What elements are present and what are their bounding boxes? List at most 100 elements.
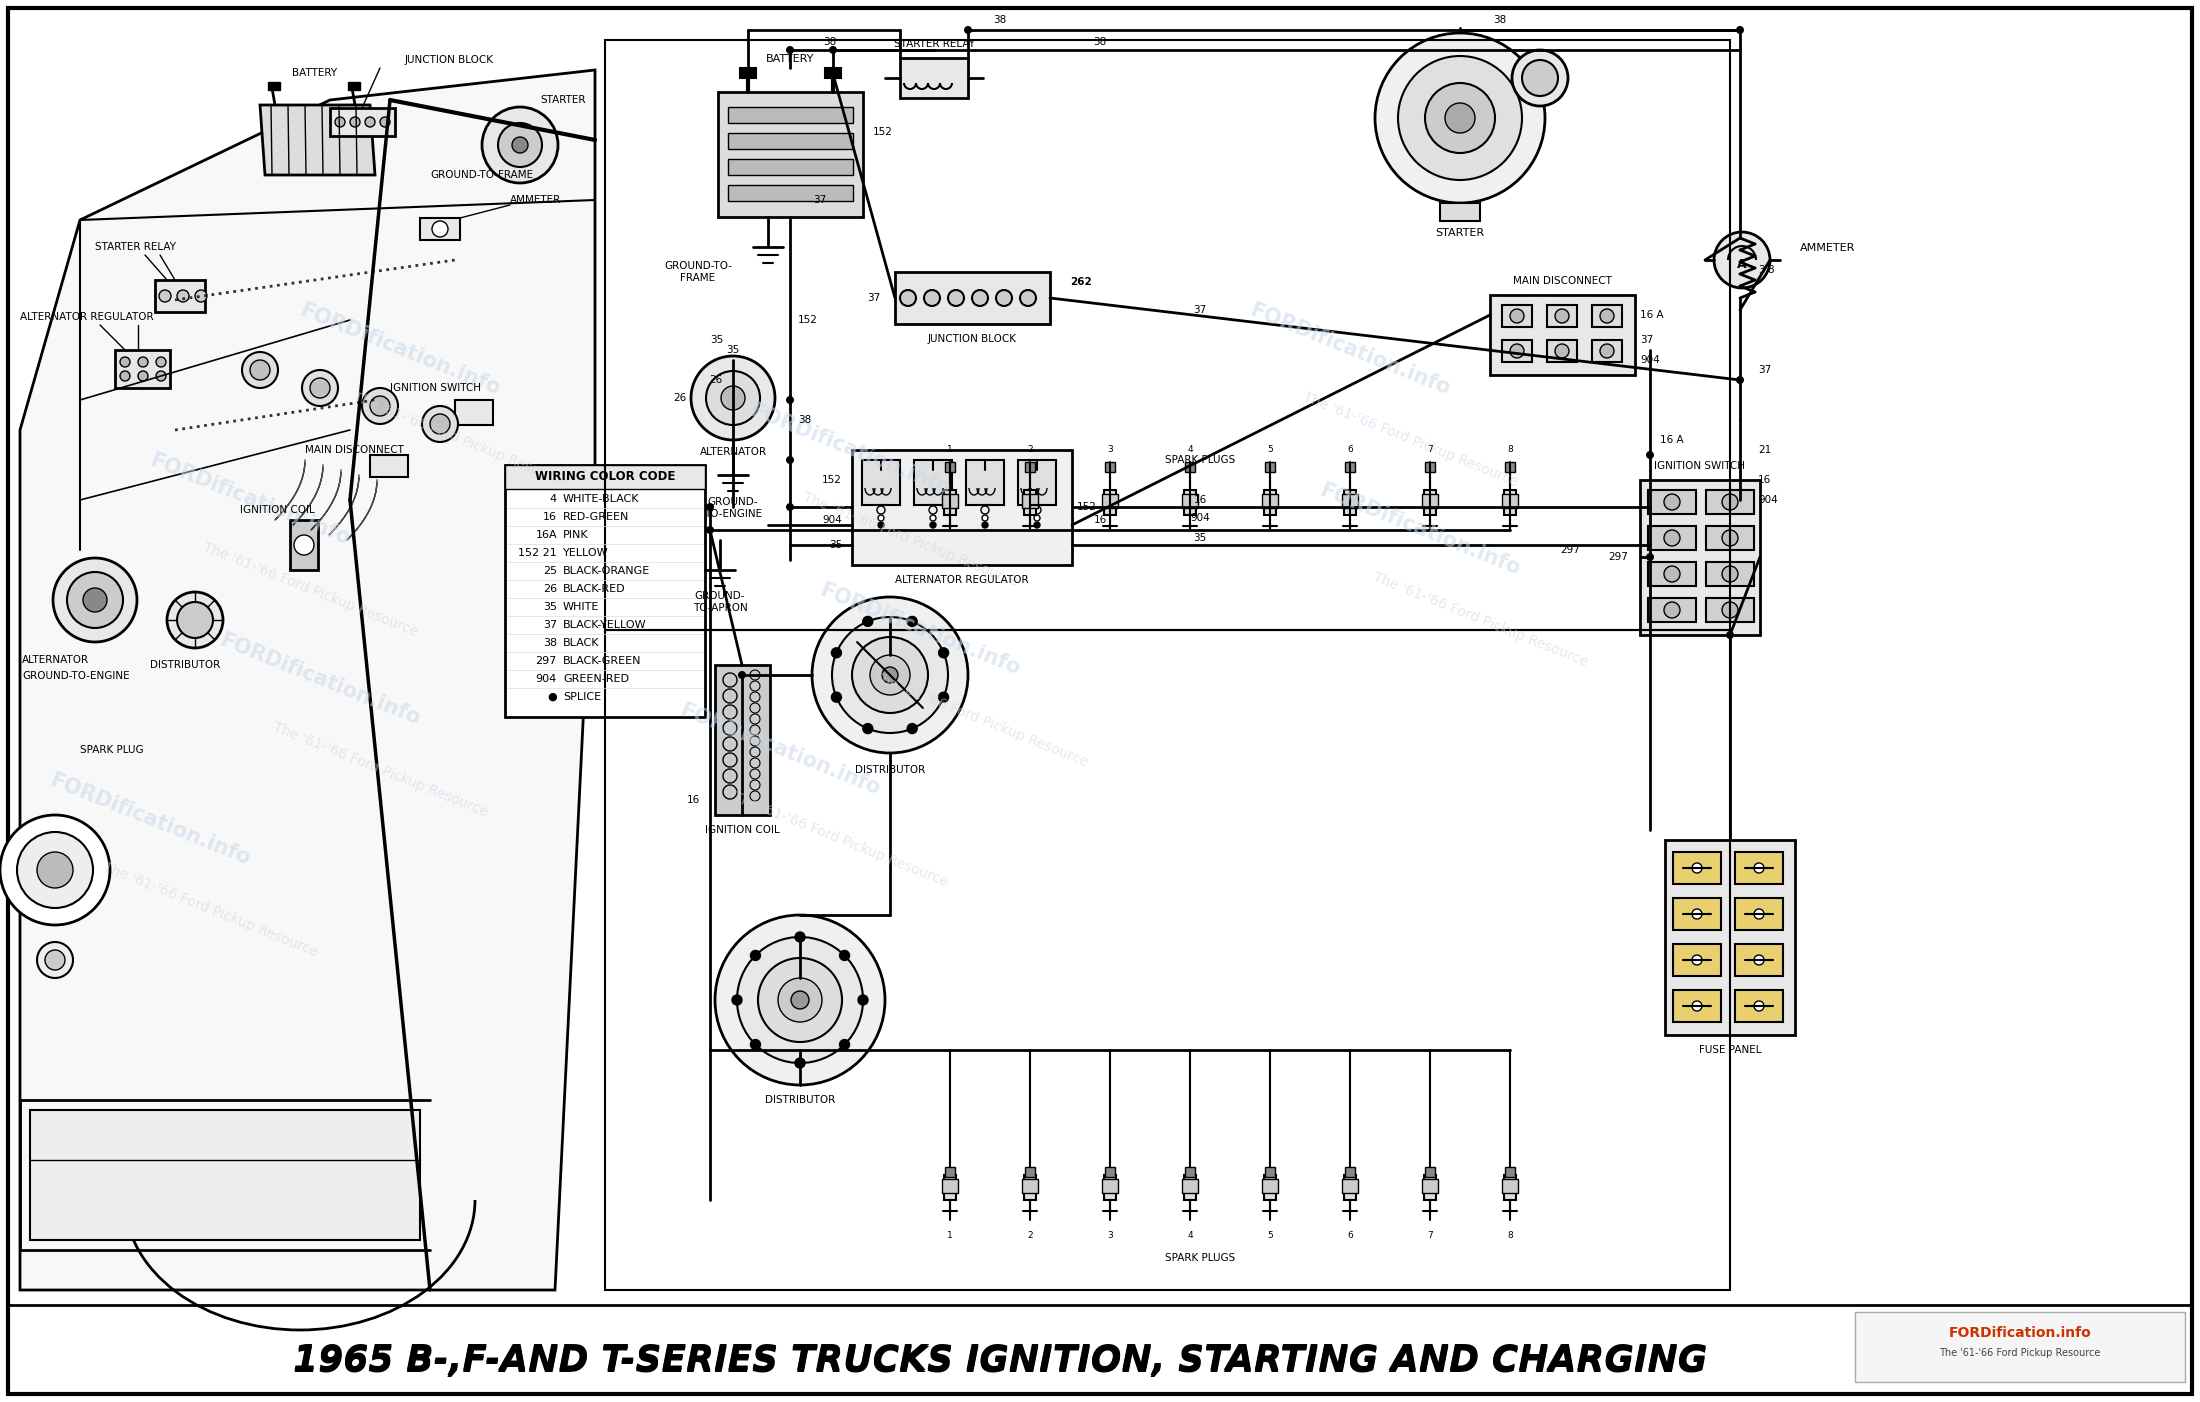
Text: 5: 5 bbox=[1267, 446, 1274, 454]
Text: 3: 3 bbox=[1107, 446, 1113, 454]
Text: 904: 904 bbox=[1758, 495, 1778, 505]
Bar bbox=[1648, 491, 1696, 515]
Text: FORDification.info: FORDification.info bbox=[218, 631, 422, 729]
Circle shape bbox=[948, 290, 964, 306]
Circle shape bbox=[1034, 515, 1041, 522]
Circle shape bbox=[497, 123, 541, 167]
Text: 297: 297 bbox=[535, 656, 557, 666]
Bar bbox=[420, 217, 460, 240]
Circle shape bbox=[1723, 494, 1738, 510]
Circle shape bbox=[1646, 552, 1654, 561]
Circle shape bbox=[1445, 102, 1474, 133]
Circle shape bbox=[964, 27, 972, 34]
Bar bbox=[1441, 203, 1481, 222]
Bar bbox=[825, 69, 840, 79]
Text: STARTER: STARTER bbox=[1434, 229, 1485, 238]
Circle shape bbox=[1736, 27, 1745, 34]
Circle shape bbox=[812, 597, 968, 753]
Bar bbox=[1342, 494, 1357, 508]
Circle shape bbox=[981, 522, 988, 529]
Bar bbox=[1855, 1312, 2185, 1382]
Text: GROUND-TO-FRAME: GROUND-TO-FRAME bbox=[429, 170, 532, 179]
Circle shape bbox=[750, 951, 761, 960]
Text: The '61-'66 Ford Pickup Resource: The '61-'66 Ford Pickup Resource bbox=[801, 491, 1019, 590]
Text: 152: 152 bbox=[823, 475, 843, 485]
Text: 38: 38 bbox=[543, 638, 557, 648]
Bar bbox=[1263, 1179, 1278, 1193]
Text: The '61-'66 Ford Pickup Resource: The '61-'66 Ford Pickup Resource bbox=[350, 390, 570, 489]
Circle shape bbox=[350, 116, 361, 128]
Bar bbox=[900, 57, 968, 98]
Text: MAIN DISCONNECT: MAIN DISCONNECT bbox=[306, 444, 405, 456]
Circle shape bbox=[832, 617, 948, 733]
Bar bbox=[944, 1175, 957, 1200]
Bar bbox=[506, 465, 704, 716]
Circle shape bbox=[785, 395, 794, 404]
Circle shape bbox=[156, 372, 165, 381]
Text: WHITE: WHITE bbox=[563, 601, 598, 613]
Circle shape bbox=[156, 358, 165, 367]
Text: BATTERY: BATTERY bbox=[766, 55, 814, 64]
Text: FUSE PANEL: FUSE PANEL bbox=[1698, 1044, 1762, 1054]
Bar bbox=[1503, 494, 1518, 508]
Bar bbox=[1705, 562, 1753, 586]
Circle shape bbox=[1522, 60, 1558, 95]
Text: SPARK PLUG: SPARK PLUG bbox=[79, 744, 143, 756]
Text: RED-GREEN: RED-GREEN bbox=[563, 512, 629, 522]
Bar bbox=[268, 81, 279, 90]
Bar bbox=[1705, 599, 1753, 622]
Bar bbox=[1263, 494, 1278, 508]
Bar bbox=[1344, 463, 1355, 472]
Text: 35: 35 bbox=[711, 335, 724, 345]
Bar bbox=[1665, 840, 1795, 1035]
Bar bbox=[1265, 463, 1276, 472]
Bar bbox=[1639, 479, 1760, 635]
Circle shape bbox=[44, 951, 66, 970]
Text: ALTERNATOR REGULATOR: ALTERNATOR REGULATOR bbox=[895, 575, 1030, 585]
Text: 37: 37 bbox=[543, 620, 557, 629]
Text: 8: 8 bbox=[1507, 446, 1514, 454]
Polygon shape bbox=[728, 133, 854, 149]
Text: ALTERNATOR: ALTERNATOR bbox=[700, 447, 766, 457]
Text: AMMETER: AMMETER bbox=[510, 195, 561, 205]
Text: GROUND-
TO-APRON: GROUND- TO-APRON bbox=[693, 592, 748, 613]
Text: WHITE-BLACK: WHITE-BLACK bbox=[563, 494, 640, 503]
Text: The '61-'66 Ford Pickup Resource: The '61-'66 Ford Pickup Resource bbox=[1371, 571, 1588, 670]
Bar bbox=[1705, 491, 1753, 515]
Polygon shape bbox=[728, 185, 854, 200]
Bar bbox=[114, 350, 169, 388]
Bar bbox=[1672, 990, 1720, 1022]
Bar bbox=[1736, 944, 1782, 976]
Text: 904: 904 bbox=[823, 515, 843, 524]
Text: FORDification.info: FORDification.info bbox=[678, 701, 882, 799]
Text: DISTRIBUTOR: DISTRIBUTOR bbox=[856, 765, 926, 775]
Circle shape bbox=[939, 693, 948, 702]
Circle shape bbox=[176, 290, 189, 301]
Text: 35: 35 bbox=[543, 601, 557, 613]
Bar bbox=[1102, 494, 1118, 508]
Bar bbox=[290, 520, 319, 571]
Text: The '61-'66 Ford Pickup Resource: The '61-'66 Ford Pickup Resource bbox=[200, 540, 420, 639]
Circle shape bbox=[1692, 864, 1703, 873]
Circle shape bbox=[1663, 494, 1681, 510]
Bar bbox=[1104, 491, 1115, 515]
Bar bbox=[1547, 306, 1577, 327]
Bar bbox=[1025, 1166, 1034, 1178]
Circle shape bbox=[1753, 955, 1764, 965]
Text: DISTRIBUTOR: DISTRIBUTOR bbox=[150, 660, 220, 670]
Circle shape bbox=[1646, 451, 1654, 458]
Text: 16: 16 bbox=[543, 512, 557, 522]
Bar bbox=[1023, 491, 1036, 515]
Circle shape bbox=[0, 815, 110, 925]
Text: SPARK PLUGS: SPARK PLUGS bbox=[1164, 1253, 1234, 1263]
Circle shape bbox=[1646, 557, 1654, 564]
Bar bbox=[1102, 1179, 1118, 1193]
Polygon shape bbox=[728, 107, 854, 123]
Bar bbox=[154, 280, 205, 313]
Bar bbox=[717, 93, 862, 217]
Circle shape bbox=[1426, 83, 1496, 153]
Text: IGNITION COIL: IGNITION COIL bbox=[704, 824, 779, 836]
Circle shape bbox=[832, 693, 840, 702]
Text: FORDification.info: FORDification.info bbox=[297, 300, 504, 400]
Text: 904: 904 bbox=[1190, 513, 1210, 523]
